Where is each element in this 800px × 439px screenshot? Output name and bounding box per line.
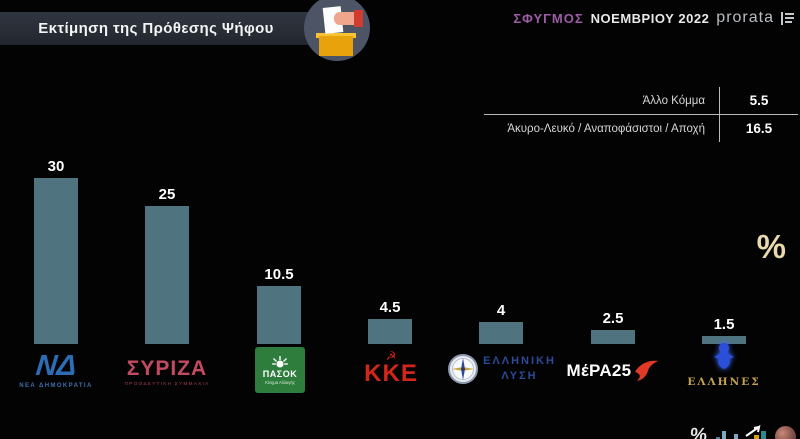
ballot-box-hand-icon <box>304 0 370 61</box>
bar-group: 4 <box>479 301 523 344</box>
pasok-sun-icon <box>272 355 288 367</box>
party-logo-ellines: ΕΛΛΗΝΕΣ <box>666 341 782 388</box>
ballot-cuff <box>354 10 363 27</box>
other-votes-table: Άλλο Κόμμα 5.5 Άκυρο-Λευκό / Αναποφάσιστ… <box>484 87 798 142</box>
bar-value-label: 30 <box>47 157 65 175</box>
ballot-box-front <box>319 36 353 56</box>
prorata-logo-mark-icon <box>781 11 794 25</box>
compass-icon <box>448 354 479 384</box>
bar-value-label: 4.5 <box>379 298 401 316</box>
corner-icon-cluster: % <box>689 424 796 439</box>
party-logo-elliniki-lysi: ΕΛΛΗΝΙΚΗ ΛΥΣΗ <box>444 354 560 384</box>
bar-group: 2.5 <box>591 309 635 344</box>
bar-group: 10.5 <box>257 265 301 344</box>
ballot-box-top <box>316 33 356 38</box>
percent-symbol: % <box>756 228 786 265</box>
bar-value-label: 25 <box>158 185 176 203</box>
row-value: 16.5 <box>719 115 798 142</box>
warrior-figure-icon <box>714 343 734 369</box>
bar-group: 1.5 <box>702 315 746 344</box>
row-label: Άκυρο-Λευκό / Αναποφάσιστοι / Αποχή <box>507 122 705 135</box>
mera25-wordmark: ΜέΡΑ25 <box>566 361 632 380</box>
party-logo-pasok: ΠΑΣΟΚ Κίνημα Αλλαγής <box>222 347 338 393</box>
party-logo-nea-dimokratia: ΝΔ ΝΕΑ ΔΗΜΟΚΡΑΤΙΑ <box>0 350 114 389</box>
table-row: Άκυρο-Λευκό / Αναποφάσιστοι / Αποχή 16.5 <box>484 114 798 142</box>
bar <box>145 206 189 344</box>
row-value: 5.5 <box>719 87 798 114</box>
party-logo-syriza: ΣΥΡΙΖΑ ΠΡΟΟΔΕΥΤΙΚΗ ΣΥΜΜΑΧΙΑ <box>109 358 225 387</box>
elliniki-line: ΕΛΛΗΝΙΚΗ <box>483 355 556 368</box>
bar-group: 25 <box>145 185 189 344</box>
chart-title-bar: Εκτίμηση της Πρόθεσης Ψήφου <box>0 12 312 45</box>
nd-wordmark: ΝΔ <box>34 350 78 382</box>
lysi-line: ΛΥΣΗ <box>501 370 538 382</box>
brand-line: ΣΦΥΓΜΟΣ ΝΟΕΜΒΡΙΟΥ 2022 prorata <box>513 9 794 27</box>
percent-icon: % <box>689 425 708 439</box>
bar <box>702 336 746 344</box>
pasok-wordmark: ΠΑΣΟΚ <box>262 368 298 379</box>
row-label: Άλλο Κόμμα <box>642 94 705 107</box>
bar-group: 30 <box>34 157 78 344</box>
round-badge-icon <box>775 426 796 439</box>
swallow-bird-icon <box>635 360 659 381</box>
party-logo-kke: ☭ ΚΚΕ <box>333 350 449 386</box>
bar-chart: 30 25 10.5 4.5 4 2.5 1.5 <box>34 157 746 344</box>
survey-period: ΝΟΕΜΒΡΙΟΥ 2022 <box>590 10 710 26</box>
table-row: Άλλο Κόμμα 5.5 <box>484 87 798 114</box>
syriza-subtitle: ΠΡΟΟΔΕΥΤΙΚΗ ΣΥΜΜΑΧΙΑ <box>124 382 210 387</box>
bar-chart-icon <box>716 431 738 439</box>
kke-wordmark: ΚΚΕ <box>364 360 418 387</box>
brand-name: prorata <box>716 9 774 26</box>
bar-value-label: 4 <box>496 301 506 319</box>
bar <box>34 178 78 344</box>
hammer-and-sickle-icon: ☭ <box>385 349 397 363</box>
trend-chart-icon <box>745 424 766 439</box>
pasok-subtitle: Κίνημα Αλλαγής <box>265 379 295 385</box>
bar-value-label: 1.5 <box>713 315 735 333</box>
bar-value-label: 2.5 <box>602 309 624 327</box>
elliniki-lysi-wordmark: ΕΛΛΗΝΙΚΗ ΛΥΣΗ <box>483 354 556 384</box>
bar <box>257 286 301 344</box>
bar <box>479 322 523 344</box>
ellines-wordmark: ΕΛΛΗΝΕΣ <box>687 376 761 388</box>
bar <box>591 330 635 344</box>
pasok-green-badge: ΠΑΣΟΚ Κίνημα Αλλαγής <box>255 347 305 393</box>
page-title: Εκτίμηση της Πρόθεσης Ψήφου <box>38 20 274 37</box>
bar <box>368 319 412 344</box>
bar-group: 4.5 <box>368 298 412 344</box>
nd-subtitle: ΝΕΑ ΔΗΜΟΚΡΑΤΙΑ <box>19 383 93 389</box>
survey-name: ΣΦΥΓΜΟΣ <box>513 10 584 26</box>
ballot-hand <box>334 12 358 25</box>
bar-value-label: 10.5 <box>264 265 294 283</box>
party-logo-mera25: ΜέΡΑ25 <box>555 360 671 382</box>
syriza-wordmark: ΣΥΡΙΖΑ <box>126 357 208 380</box>
